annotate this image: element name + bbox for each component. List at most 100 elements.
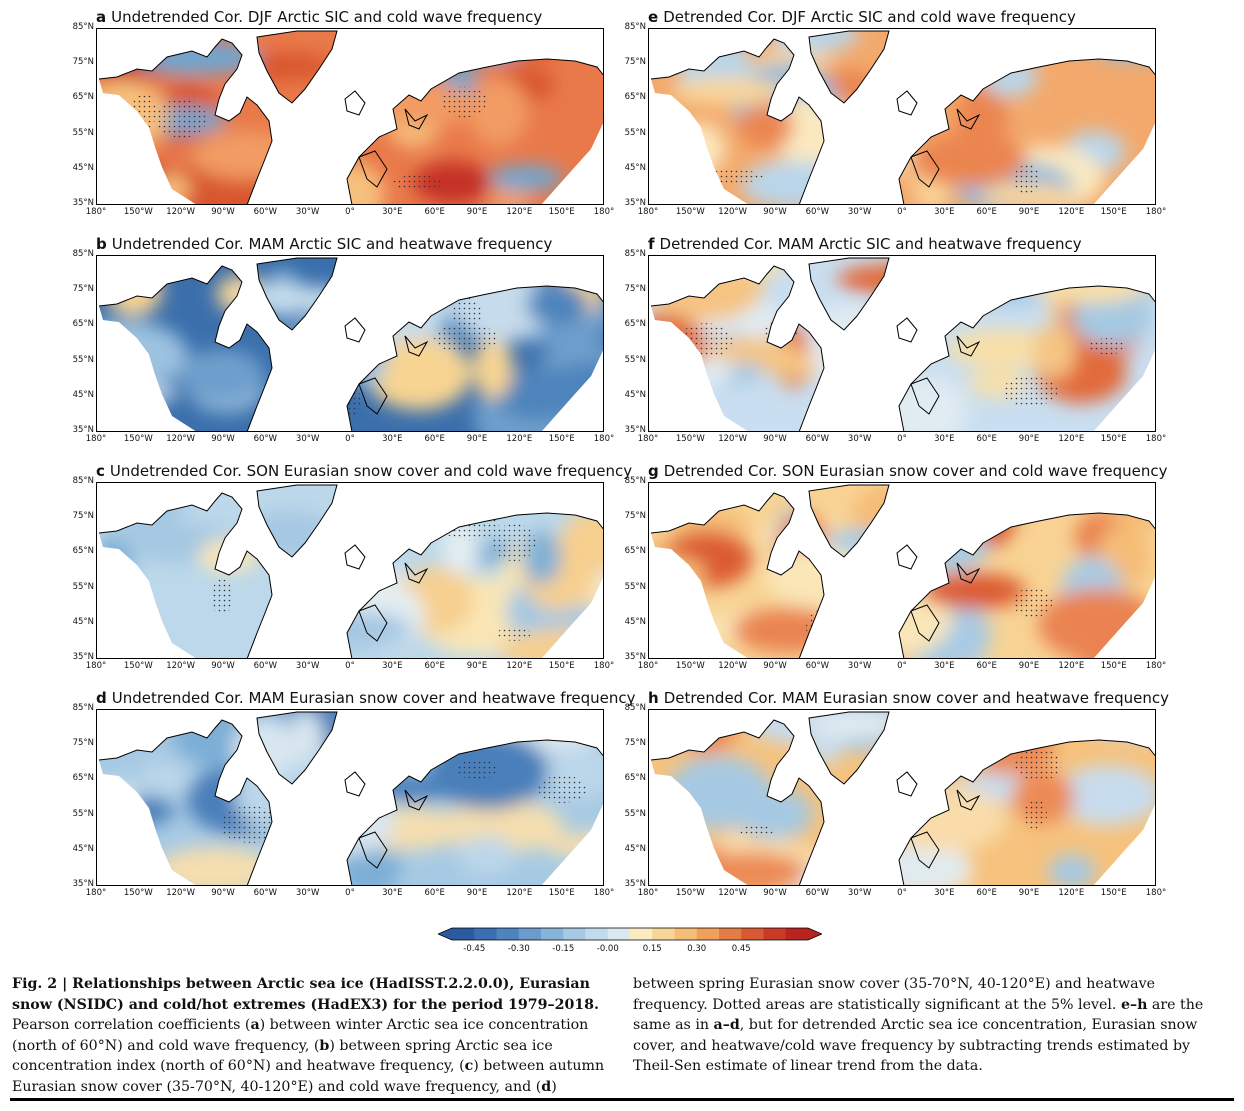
lon-tick-label: 90°E: [1018, 434, 1040, 444]
map-canvas: [98, 30, 603, 204]
correlation-map: [96, 255, 604, 432]
coastline: [98, 38, 273, 204]
coastline: [98, 719, 273, 885]
lon-tick-label: 90°E: [466, 888, 488, 898]
lon-tick-label: 150°E: [548, 434, 575, 444]
field-contour: [244, 510, 334, 559]
coastline: [910, 377, 940, 415]
lon-tick-label: 150°E: [548, 888, 575, 898]
panel-letter: a: [96, 8, 107, 26]
lon-tick-label: 150°E: [1100, 434, 1127, 444]
lat-tick-label: 75°N: [72, 511, 94, 522]
field-contour: [983, 57, 1038, 97]
lon-tick-label: 150°W: [123, 207, 153, 217]
lat-tick-label: 65°N: [72, 92, 94, 103]
significance-stipple: [441, 86, 488, 118]
significance-stipple: [455, 759, 498, 780]
coastline: [404, 335, 429, 357]
lon-tick-label: 120°W: [166, 888, 196, 898]
field-contour: [492, 367, 585, 421]
lat-tick-label: 85°N: [72, 476, 94, 486]
field-contour: [837, 263, 954, 295]
coastline: [358, 377, 388, 415]
field-contour: [415, 258, 471, 281]
colorbar-segment: [652, 928, 675, 940]
field-contour: [370, 36, 433, 104]
significance-stipple: [156, 98, 207, 139]
correlation-map: [648, 255, 1156, 432]
coastline: [650, 265, 825, 431]
colorbar-tick-label: -0.15: [552, 944, 575, 954]
field-contour: [810, 306, 852, 383]
colorbar: -0.45 -0.30 -0.15 -0.00 0.15 0.30 0.45: [436, 926, 824, 960]
lon-tick-label: 30°E: [934, 434, 955, 444]
significance-stipple: [451, 298, 483, 329]
panel-letter: h: [648, 689, 659, 707]
lat-tick-label: 85°N: [624, 22, 646, 32]
lon-tick-label: 120°E: [1058, 661, 1085, 671]
field-contour: [473, 335, 513, 399]
colorbar-tick-label: -0.00: [596, 944, 619, 954]
field-contour: [340, 492, 411, 518]
colorbar-tick-label: 0.30: [687, 944, 707, 954]
lon-tick-label: 90°E: [466, 434, 488, 444]
lon-tick-label: 30°E: [382, 434, 403, 444]
field-contour: [457, 836, 515, 875]
panel-title: e Detrended Cor. DJF Arctic SIC and cold …: [648, 8, 1076, 26]
field-contour: [99, 169, 139, 204]
lat-tick-label: 45°N: [72, 616, 94, 627]
lat-tick-label: 45°N: [624, 616, 646, 627]
panel-title: d Undetrended Cor. MAM Eurasian snow cove…: [96, 689, 636, 707]
coastline: [346, 512, 603, 658]
field-contour: [1030, 259, 1152, 304]
field-contour: [670, 77, 786, 106]
lon-tick-label: 150°E: [1100, 888, 1127, 898]
lat-tick-label: 55°N: [624, 354, 646, 365]
panel-title-text: Detrended Cor. MAM Arctic SIC and heatwa…: [659, 235, 1082, 253]
significance-stipple: [335, 381, 361, 420]
map-panel-b: b Undetrended Cor. MAM Arctic SIC and hea…: [60, 235, 660, 457]
map-canvas: [650, 484, 1155, 658]
lon-tick-label: 180°: [593, 888, 615, 898]
coastline: [956, 108, 981, 130]
lat-tick-label: 55°N: [624, 808, 646, 819]
correlation-map: [648, 709, 1156, 886]
lat-tick-label: 85°N: [624, 249, 646, 259]
lon-tick-label: 180°: [85, 434, 107, 444]
lon-tick-label: 150°W: [123, 661, 153, 671]
panel-title-text: Detrended Cor. MAM Eurasian snow cover a…: [663, 689, 1170, 707]
lat-tick-label: 55°N: [72, 581, 94, 592]
field-contour: [904, 485, 1016, 556]
lon-tick-label: 90°E: [466, 661, 488, 671]
lon-tick-label: 0°: [897, 661, 907, 671]
caption-ref: e–h: [1120, 996, 1148, 1013]
lon-tick-label: 90°E: [1018, 661, 1040, 671]
lon-tick-label: 30°W: [295, 434, 320, 444]
lat-tick-label: 65°N: [624, 319, 646, 330]
lon-tick-label: 90°W: [763, 888, 787, 898]
lon-tick-label: 120°E: [506, 207, 533, 217]
caption-text: Pearson correlation coefficients (: [12, 1017, 251, 1033]
significance-stipple: [902, 504, 961, 533]
lon-tick-label: 90°W: [211, 661, 235, 671]
panel-title: a Undetrended Cor. DJF Arctic SIC and col…: [96, 8, 542, 26]
panel-title: f Detrended Cor. MAM Arctic SIC and heatw…: [648, 235, 1082, 253]
lon-tick-label: 0°: [345, 434, 355, 444]
panel-title-text: Undetrended Cor. SON Eurasian snow cover…: [109, 462, 633, 480]
coastline: [910, 604, 940, 642]
lon-tick-label: 150°E: [548, 661, 575, 671]
field-contour: [881, 523, 989, 573]
lon-tick-label: 180°: [637, 661, 659, 671]
lon-tick-label: 150°W: [675, 888, 705, 898]
panel-title-text: Undetrended Cor. MAM Eurasian snow cover…: [111, 689, 636, 707]
lon-tick-label: 120°E: [1058, 888, 1085, 898]
lon-tick-label: 180°: [593, 661, 615, 671]
panel-title: h Detrended Cor. MAM Eurasian snow cover …: [648, 689, 1169, 707]
field-contour: [105, 264, 163, 317]
lon-tick-label: 180°: [637, 888, 659, 898]
lon-tick-label: 180°: [637, 207, 659, 217]
coastline: [98, 492, 273, 658]
lon-tick-label: 30°W: [295, 888, 320, 898]
field-contour: [1048, 854, 1096, 885]
coastline: [650, 719, 825, 885]
